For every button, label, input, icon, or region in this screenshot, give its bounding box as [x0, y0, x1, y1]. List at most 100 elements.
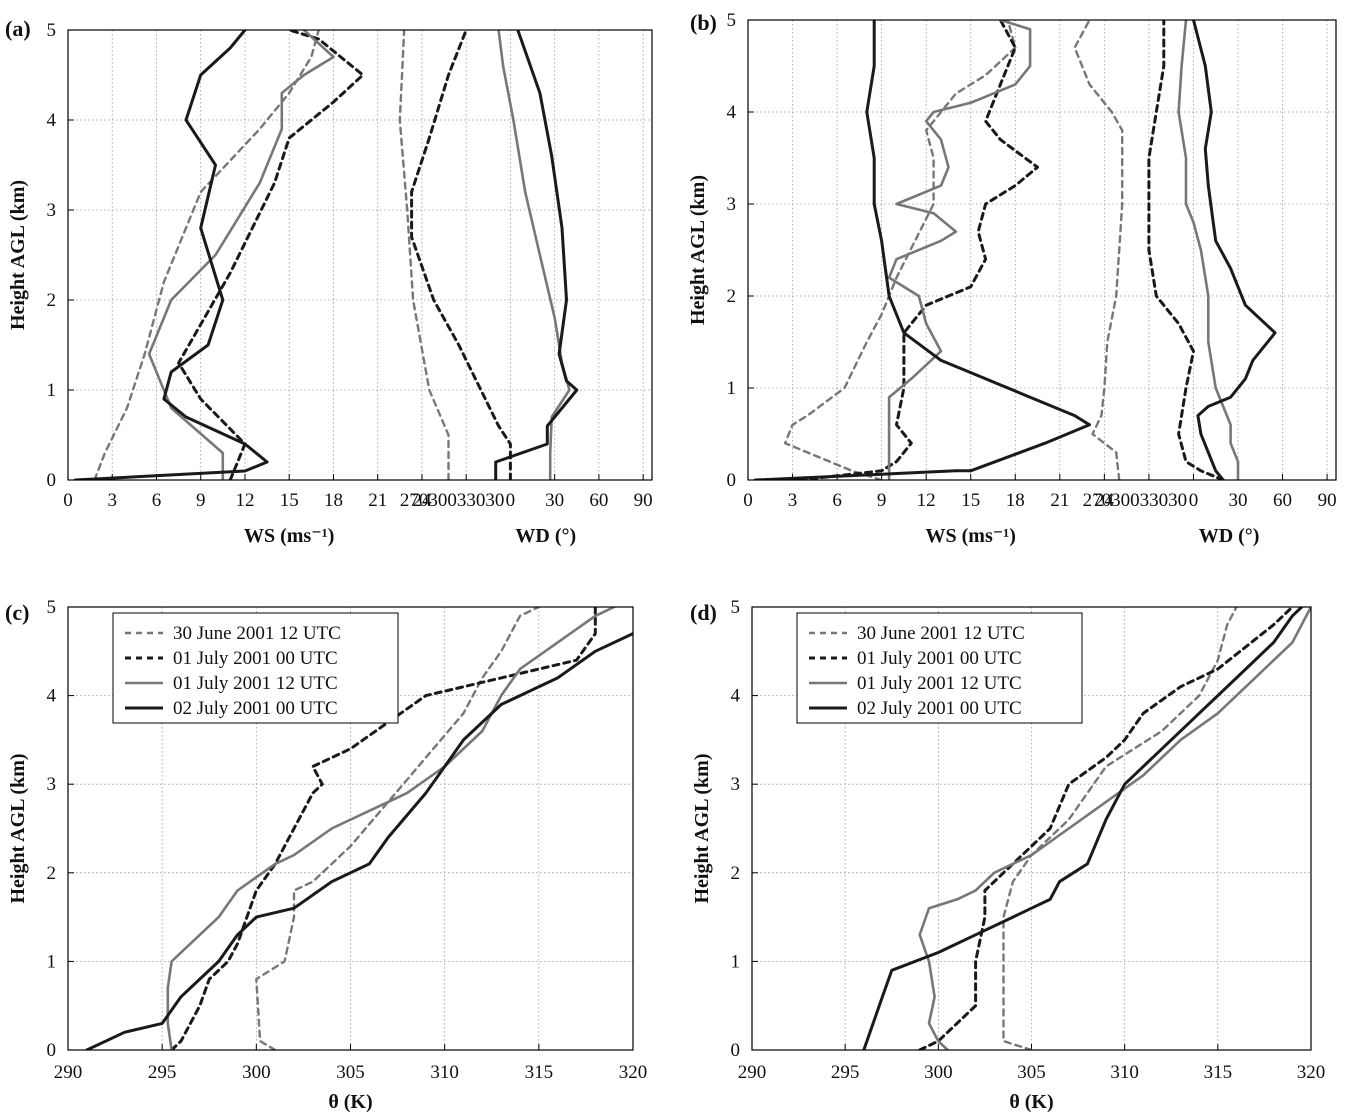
series-line-3-ws [887, 20, 1032, 480]
x-tick-label: 300 [242, 1062, 271, 1083]
y-tick-label: 1 [47, 380, 57, 401]
x-axis-label-ws: WS (ms⁻¹) [244, 525, 334, 547]
legend: 30 June 2001 12 UTC 01 July 2001 00 UTC 01… [796, 612, 1083, 724]
y-tick-label: 3 [47, 774, 57, 795]
y-tick-label: 2 [47, 863, 57, 884]
series-line-3 [918, 607, 1311, 1050]
x-tick-label: 6 [152, 490, 162, 511]
series-line-2-wd [410, 30, 512, 480]
y-tick-label: 5 [47, 597, 57, 618]
legend-label: 02 July 2001 00 UTC [173, 698, 338, 719]
panel-label: (b) [690, 10, 717, 35]
series-line-4 [85, 632, 633, 1050]
y-tick-label: 2 [731, 863, 741, 884]
legend-box [112, 612, 399, 724]
legend-box [796, 612, 1083, 724]
y-tick-label: 5 [47, 20, 57, 41]
y-tick-label: 3 [727, 194, 737, 215]
x-tick-label: 15 [280, 490, 299, 511]
series-line-1-ws [93, 30, 320, 480]
y-tick-label: 1 [731, 951, 741, 972]
x-tick-label: 0 [1189, 490, 1199, 511]
y-axis-label: Height AGL (km) [7, 180, 29, 330]
plot-frame [67, 606, 634, 1051]
series-lines [862, 607, 1311, 1050]
y-tick-label: 0 [727, 470, 737, 491]
x-tick-label: 27030033030 [400, 490, 505, 511]
y-tick-label: 1 [727, 378, 737, 399]
grid [747, 19, 1336, 481]
x-tick-label: 30 [545, 490, 564, 511]
x-tick-label: 0 [506, 490, 516, 511]
x-tick-label: 0 [63, 490, 73, 511]
y-tick-label: 0 [731, 1040, 741, 1061]
y-tick-label: 4 [47, 110, 57, 131]
x-tick-label: 30 [1229, 490, 1248, 511]
x-axis-label: θ (K) [1009, 1091, 1053, 1113]
plot-frame [67, 29, 653, 481]
y-tick-label: 2 [727, 286, 737, 307]
x-tick-label: 60 [1273, 490, 1292, 511]
x-tick-label: 305 [336, 1062, 365, 1083]
x-tick-label: 305 [1017, 1062, 1046, 1083]
grid [67, 29, 652, 481]
series-lines [753, 20, 1277, 480]
x-tick-label: 320 [619, 1062, 648, 1083]
x-tick-label: 9 [196, 490, 206, 511]
x-tick-label: 90 [634, 490, 653, 511]
x-tick-label: 295 [148, 1062, 177, 1083]
series-line-2-wd [1147, 20, 1225, 480]
series-line-2-ws [798, 20, 1039, 480]
series-lines [73, 30, 579, 480]
series-line-1-wd [1073, 20, 1124, 480]
x-axis-label: θ (K) [328, 1091, 372, 1113]
x-tick-label: 90 [1318, 490, 1337, 511]
series-line-3-wd [497, 30, 571, 480]
y-tick-label: 2 [47, 290, 57, 311]
x-tick-label: 0 [743, 490, 753, 511]
y-tick-label: 0 [47, 1040, 57, 1061]
legend-label: 01 July 2001 12 UTC [857, 673, 1022, 694]
x-tick-label: 310 [430, 1062, 459, 1083]
x-tick-label: 24 [1095, 490, 1115, 511]
x-tick-label: 3 [107, 490, 117, 511]
plot-frame [747, 19, 1337, 481]
series-lines [85, 607, 633, 1050]
panel-c: (c) 0 1 2 3 4 5 290 295 300 305 310 315 320 θ (K) Heigh… [5, 597, 647, 1113]
x-tick-label: 60 [589, 490, 608, 511]
y-tick-label: 4 [47, 686, 57, 707]
x-tick-label: 21 [1050, 490, 1069, 511]
legend-label: 01 July 2001 12 UTC [173, 673, 338, 694]
x-axis-label-wd: WD (°) [515, 525, 576, 547]
legend-label: 30 June 2001 12 UTC [857, 623, 1025, 644]
series-line-2 [918, 607, 1294, 1050]
x-tick-label: 24 [412, 490, 432, 511]
series-line-4-wd [494, 30, 579, 480]
series-line-4-ws [73, 30, 269, 480]
x-tick-label: 27030033030 [1083, 490, 1188, 511]
x-tick-label: 3 [788, 490, 798, 511]
y-axis-label: Height AGL (km) [691, 753, 713, 903]
series-line-4 [862, 607, 1304, 1050]
series-line-4-ws [753, 20, 1091, 480]
y-tick-label: 5 [727, 10, 737, 31]
y-tick-label: 5 [731, 597, 741, 618]
x-tick-label: 295 [831, 1062, 860, 1083]
x-tick-label: 315 [1204, 1062, 1233, 1083]
y-tick-label: 3 [47, 200, 57, 221]
series-line-2 [170, 607, 597, 1050]
x-tick-label: 300 [924, 1062, 953, 1083]
x-tick-label: 6 [832, 490, 842, 511]
y-axis-label: Height AGL (km) [7, 753, 29, 903]
x-axis-label-wd: WD (°) [1199, 525, 1260, 547]
series-line-3-ws [147, 30, 335, 480]
series-line-1 [1002, 607, 1238, 1050]
legend-label: 01 July 2001 00 UTC [857, 648, 1022, 669]
panel-d: (d) 0 1 2 3 4 5 290 295 300 305 310 315 320 θ (K) Heigh… [690, 597, 1325, 1113]
x-tick-label: 290 [54, 1062, 83, 1083]
x-tick-label: 15 [961, 490, 980, 511]
x-tick-label: 290 [738, 1062, 767, 1083]
plot-frame [751, 606, 1312, 1051]
